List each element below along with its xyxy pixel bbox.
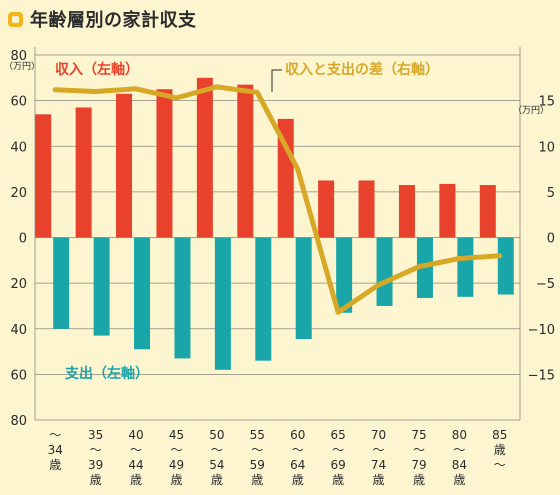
x-tick-label: 79 <box>411 458 426 472</box>
left-axis-unit: （万円） <box>4 61 40 72</box>
left-axis-tick-label: 20 <box>10 186 27 201</box>
x-tick-label: 歳 <box>292 473 304 487</box>
income-bar <box>277 118 294 238</box>
x-tick-label: 〜 <box>373 443 385 457</box>
x-tick-label: 59 <box>250 458 265 472</box>
right-axis-tick-label: 10 <box>538 140 555 155</box>
expense-bar <box>214 237 231 370</box>
income-bar <box>398 185 415 238</box>
x-tick-label: 〜 <box>251 443 263 457</box>
x-tick-label: 歳 <box>494 443 506 457</box>
expense-bar <box>457 237 474 297</box>
left-axis-tick-label: 80 <box>10 49 27 64</box>
x-tick-label: 歳 <box>211 473 223 487</box>
x-tick-label: 歳 <box>373 473 385 487</box>
x-tick-label: 75 <box>411 428 426 442</box>
difference-label: 収入と支出の差（右軸） <box>285 61 439 78</box>
expense-bar <box>497 237 514 295</box>
x-tick-label: 35 <box>88 428 103 442</box>
x-tick-label: 70 <box>371 428 386 442</box>
x-tick-label: 歳 <box>130 473 142 487</box>
x-tick-label: 〜 <box>292 443 304 457</box>
x-tick-label: 65 <box>330 428 345 442</box>
expense-bar <box>295 237 312 340</box>
x-tick-label: 80 <box>452 428 467 442</box>
x-tick-label: 歳 <box>251 473 263 487</box>
x-tick-label: 歳 <box>49 458 61 472</box>
left-axis-tick-label: 60 <box>10 368 27 383</box>
expense-bar <box>134 237 151 350</box>
expense-bar <box>336 237 353 313</box>
expense-bar <box>53 237 70 329</box>
x-tick-label: 〜 <box>90 443 102 457</box>
income-bar <box>479 185 496 238</box>
x-tick-label: 34 <box>48 443 63 457</box>
expense-bar <box>376 237 393 306</box>
x-tick-label: 〜 <box>170 443 182 457</box>
chart-title: 年齢層別の家計収支 <box>30 10 197 31</box>
x-tick-label: 69 <box>330 458 345 472</box>
x-tick-label: 74 <box>371 458 386 472</box>
income-bar <box>116 93 133 238</box>
income-bar <box>196 77 213 238</box>
left-axis-tick-label: 0 <box>19 232 27 247</box>
x-tick-label: 84 <box>452 458 467 472</box>
income-bar <box>358 180 375 238</box>
expense-bar <box>93 237 110 336</box>
x-tick-label: 40 <box>128 428 143 442</box>
income-bar <box>439 183 456 238</box>
x-tick-label: 歳 <box>332 473 344 487</box>
income-bar <box>75 107 92 238</box>
x-tick-label: 39 <box>88 458 103 472</box>
income-bar <box>156 89 173 238</box>
x-tick-label: 49 <box>169 458 184 472</box>
x-tick-label: 54 <box>209 458 224 472</box>
right-axis-tick-label: 0 <box>547 232 555 247</box>
expense-bar <box>174 237 191 359</box>
x-tick-label: 55 <box>250 428 265 442</box>
left-axis-tick-label: 80 <box>10 414 27 429</box>
right-axis-tick-label: −15 <box>528 368 555 383</box>
x-tick-label: 〜 <box>494 458 506 472</box>
x-tick-label: 45 <box>169 428 184 442</box>
right-axis-tick-label: −5 <box>536 277 555 292</box>
expense-label: 支出（左軸） <box>64 365 149 382</box>
income-bar <box>237 84 254 238</box>
x-tick-label: 〜 <box>413 443 425 457</box>
right-axis-tick-label: −10 <box>528 323 555 338</box>
right-axis-tick-label: 15 <box>538 95 555 110</box>
difference-line <box>52 84 503 315</box>
right-axis-tick-label: 5 <box>547 186 555 201</box>
left-axis-tick-label: 60 <box>10 95 27 110</box>
x-tick-label: 〜 <box>49 428 61 442</box>
income-label: 収入（左軸） <box>55 61 139 78</box>
difference-leader-line <box>271 69 282 92</box>
income-bar <box>318 180 335 238</box>
x-tick-label: 85 <box>492 428 507 442</box>
x-tick-label: 60 <box>290 428 305 442</box>
x-tick-label: 〜 <box>332 443 344 457</box>
expense-bar <box>255 237 272 361</box>
x-tick-label: 50 <box>209 428 224 442</box>
x-tick-label: 〜 <box>130 443 142 457</box>
x-tick-label: 歳 <box>90 473 102 487</box>
left-axis-tick-label: 40 <box>10 140 27 155</box>
income-bar <box>35 114 52 238</box>
left-axis-tick-label: 20 <box>10 277 27 292</box>
x-tick-label: 64 <box>290 458 305 472</box>
x-tick-label: 歳 <box>413 473 425 487</box>
x-tick-label: 〜 <box>453 443 465 457</box>
chart-header: 年齢層別の家計収支 <box>8 6 197 32</box>
x-tick-label: 〜 <box>211 443 223 457</box>
left-axis-tick-label: 40 <box>10 323 27 338</box>
x-tick-label: 歳 <box>453 473 465 487</box>
right-axis-unit: （万円） <box>513 105 549 116</box>
x-tick-label: 歳 <box>170 473 182 487</box>
x-tick-label: 44 <box>128 458 143 472</box>
square-bullet-icon <box>8 11 23 27</box>
